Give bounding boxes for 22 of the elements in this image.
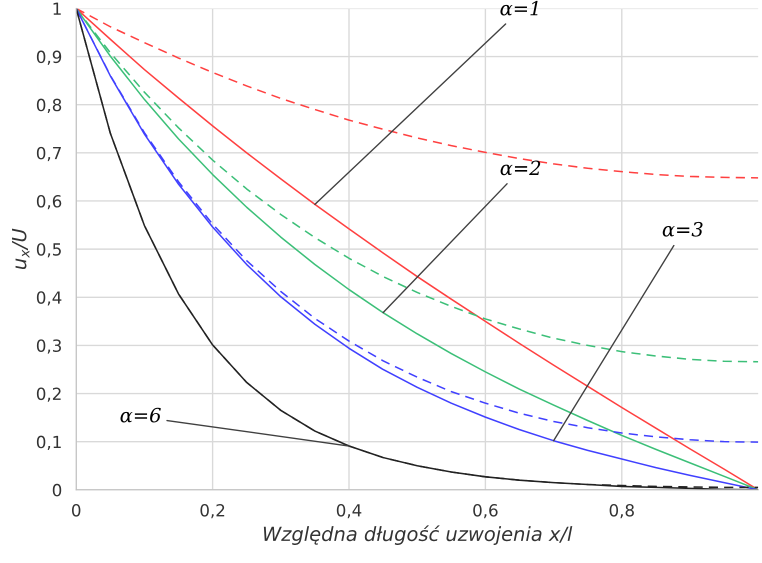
annotation: α=3 [662, 222, 703, 237]
y-tick-label: 1 [54, 2, 61, 15]
y-tick-label: 0,8 [36, 98, 62, 113]
y-tick-label: 0,2 [36, 388, 61, 402]
annotation: α=2 [500, 160, 540, 176]
annotation: α=1 [500, 0, 538, 16]
y-tick-label: 0,7 [36, 146, 61, 162]
annotation: α=6 [120, 408, 161, 422]
y-axis-title: u$_{x}$/U [12, 228, 30, 270]
y-tick-label: 0 [52, 484, 62, 496]
x-tick-label: 0 [72, 504, 80, 517]
y-tick-label: 0,1 [36, 436, 61, 450]
x-tick-label: 0,6 [473, 504, 498, 518]
x-tick-label: 0,4 [336, 504, 362, 518]
x-axis-title: Względna długość uzwojenia x/l [264, 525, 572, 545]
y-tick-label: 0,4 [36, 291, 62, 306]
y-tick-label: 0,9 [36, 50, 62, 65]
y-tick-label: 0,5 [36, 243, 61, 258]
x-tick-label: 0,8 [610, 504, 634, 518]
y-tick-label: 0,3 [36, 339, 61, 354]
x-tick-label: 0,2 [200, 504, 224, 518]
y-tick-label: 0,6 [36, 194, 62, 210]
